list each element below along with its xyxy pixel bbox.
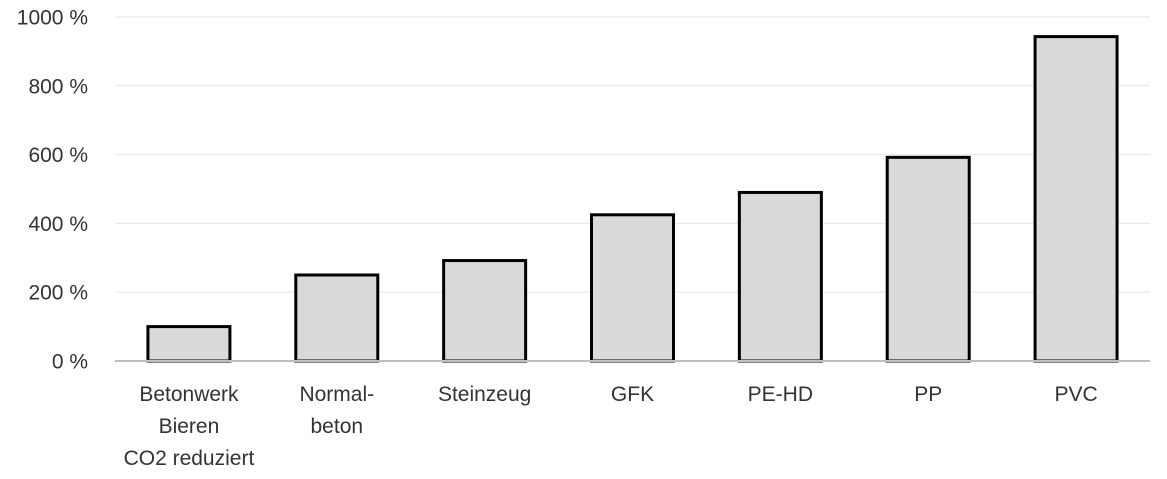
bar: [590, 213, 675, 363]
bar: [146, 325, 232, 363]
y-tick-labels: 0 % 200 % 400 % 600 % 800 % 1000 %: [17, 7, 88, 374]
x-tick-label: PVC: [1054, 383, 1097, 406]
x-tick-label: PE-HD: [748, 383, 813, 406]
bar: [1033, 35, 1119, 363]
y-tick-label: 800 %: [28, 75, 88, 98]
y-tick-label: 600 %: [28, 144, 88, 167]
bars: [146, 35, 1119, 363]
x-tick-label: Betonwerk Bieren CO2 reduziert: [124, 383, 255, 470]
gridlines: [115, 16, 1150, 293]
y-tick-label: 1000 %: [17, 7, 88, 30]
x-tick-label: GFK: [611, 383, 654, 406]
bar: [442, 259, 528, 363]
x-tick-label: PP: [914, 383, 942, 406]
y-tick-label: 200 %: [28, 282, 88, 305]
bar: [294, 273, 380, 363]
x-tick-labels: Betonwerk Bieren CO2 reduziert Normal-beton…: [124, 383, 1098, 470]
x-tick-label: Steinzeug: [438, 383, 531, 406]
y-tick-label: 400 %: [28, 213, 88, 236]
bar: [885, 155, 971, 363]
x-tick-label: Normal-beton: [299, 383, 374, 438]
bar: [737, 190, 823, 363]
y-tick-label: 0 %: [52, 351, 88, 374]
